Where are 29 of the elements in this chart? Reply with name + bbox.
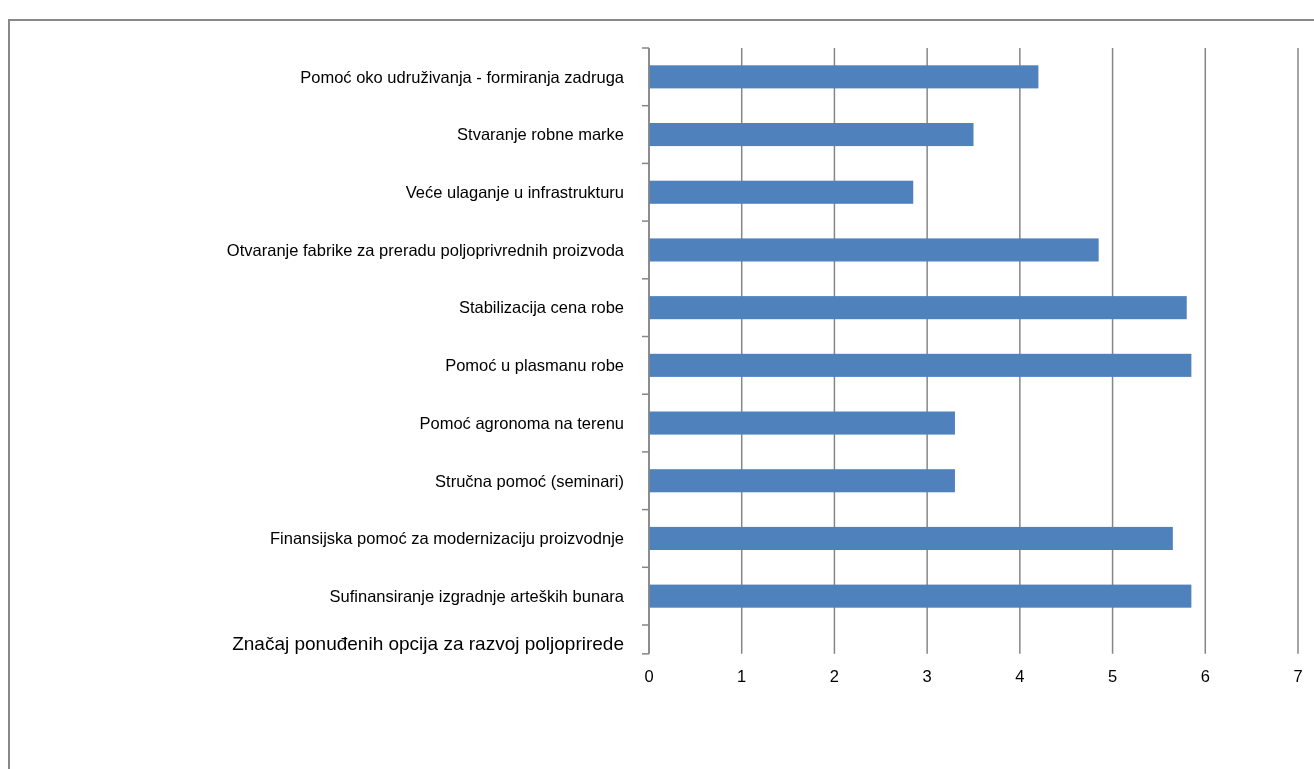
x-tick-label: 7: [1293, 666, 1303, 685]
y-tick-label: Veće ulaganje u infrastrukturu: [405, 183, 624, 202]
bar: [649, 353, 1192, 377]
bar: [649, 584, 1192, 608]
bar: [649, 296, 1187, 320]
x-tick-label: 6: [1200, 666, 1210, 685]
x-tick-label: 1: [737, 666, 747, 685]
y-tick-label: Pomoć u plasmanu robe: [445, 356, 624, 375]
x-tick-label: 4: [1015, 666, 1025, 685]
bar: [649, 180, 914, 204]
y-tick-label: Pomoć agronoma na terenu: [419, 413, 624, 432]
y-tick-label: Otvaranje fabrike za preradu poljoprivrednih proizvoda: [226, 240, 625, 259]
y-tick-label: Stvaranje robne marke: [457, 125, 624, 144]
bar: [649, 469, 955, 493]
bar: [649, 65, 1039, 89]
bar: [649, 411, 955, 435]
y-tick-label: Pomoć oko udruživanja - formiranja zadruga: [300, 67, 625, 86]
y-tick-label: Sufinansiranje izgradnje arteških bunara: [329, 586, 625, 605]
bar: [649, 238, 1099, 262]
y-tick-label: Stabilizacija cena robe: [458, 298, 624, 317]
x-tick-label: 3: [922, 666, 932, 685]
y-tick-label: Finansijska pomoć za modernizaciju proizvodnje: [269, 529, 624, 548]
x-tick-label: 0: [644, 666, 654, 685]
x-tick-label: 2: [829, 666, 840, 685]
bar: [649, 123, 974, 147]
y-tick-label: Stručna pomoć (seminari): [435, 471, 624, 490]
text: Značaj ponuđenih opcija za razvoj poljoprirede: [232, 632, 624, 654]
bar: [649, 526, 1173, 550]
x-tick-label: 5: [1107, 666, 1118, 685]
